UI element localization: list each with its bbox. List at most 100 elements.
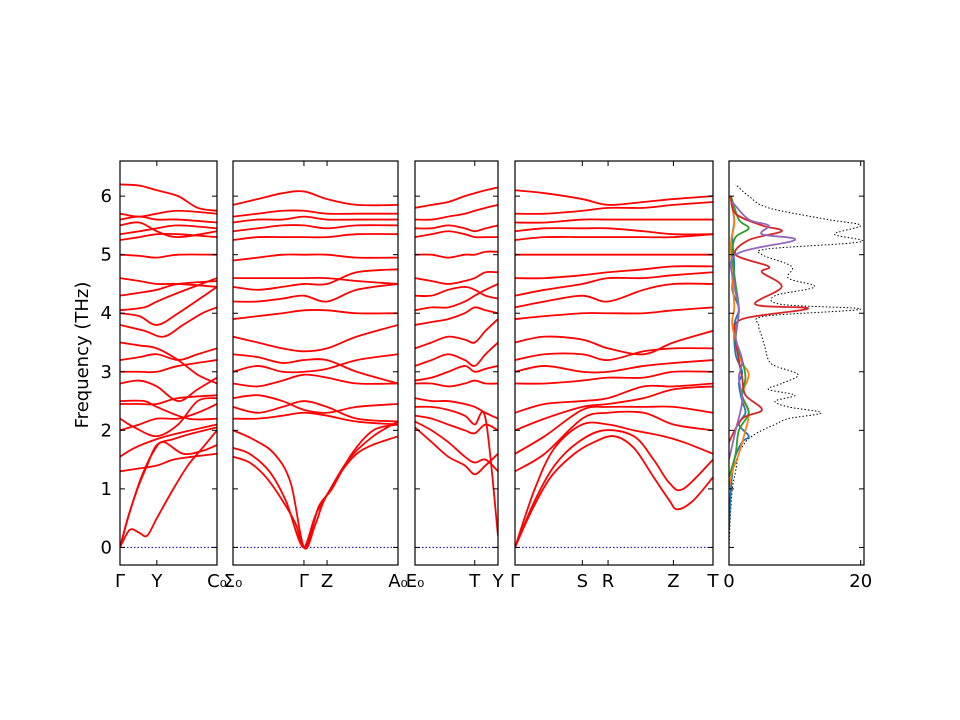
phonon-band-6: [415, 379, 498, 388]
phonon-band-1: [233, 420, 398, 549]
phonon-band-17: [415, 204, 498, 221]
phonon-band-19: [120, 253, 217, 259]
panel-frame: [232, 160, 399, 566]
phonon-band-13: [120, 341, 217, 385]
phonon-band-3: [415, 414, 498, 435]
band-curves: [415, 186, 498, 548]
phonon-band-12: [415, 285, 498, 300]
k-point-label: S: [577, 571, 588, 592]
phonon-band-19: [515, 218, 713, 224]
k-point-label: Z: [321, 571, 333, 592]
phonon-band-3: [233, 429, 398, 550]
band-panel-1: 0 1 2 3 4 5 6 Γ Y C₀: [101, 160, 227, 592]
phonon-band-7: [233, 373, 398, 388]
phonon-band-7: [120, 397, 217, 438]
y-tick-label: 3: [101, 362, 112, 383]
projected-dos-line-2: [729, 195, 750, 490]
phonon-band-15: [233, 253, 398, 262]
phonon-band-3: [515, 421, 713, 548]
dos-frame: [728, 160, 865, 566]
phonon-band-6: [233, 394, 398, 414]
phonon-band-10: [415, 306, 498, 326]
phonon-band-14: [233, 276, 398, 285]
y-tick-label: 1: [101, 479, 112, 500]
phonon-band-12: [233, 283, 398, 303]
phonon-band-5: [515, 405, 713, 455]
band-curves: [233, 190, 398, 550]
phonon-band-18: [233, 215, 398, 224]
phonon-band-14: [515, 271, 713, 297]
phonon-band-24: [120, 209, 217, 218]
dos-curves: [729, 184, 864, 548]
phonon-band-20: [515, 201, 713, 215]
y-tick-label: 6: [101, 186, 112, 207]
k-point-label: C₀: [207, 571, 227, 592]
k-point-label: Γ: [299, 571, 309, 592]
phonon-band-2: [515, 429, 713, 548]
panel-frame: [119, 160, 218, 566]
k-point-label: Y: [492, 571, 505, 592]
phonon-band-20: [120, 232, 217, 241]
phonon-band-2: [233, 423, 398, 549]
k-point-label: R: [602, 571, 615, 592]
phonon-band-16: [415, 224, 498, 233]
y-tick-label: 4: [101, 303, 112, 324]
phonon-band-19: [233, 209, 398, 218]
phonon-band-14: [415, 250, 498, 259]
phonon-band-17: [233, 224, 398, 233]
phonon-band-3: [120, 441, 217, 548]
panel-frame: [414, 160, 499, 566]
phonon-band-11: [515, 329, 713, 356]
band-curves: [120, 183, 217, 548]
phonon-band-21: [515, 189, 713, 206]
phonon-band-12: [515, 306, 713, 320]
k-point-label: Z: [667, 571, 679, 592]
phonon-band-2: [415, 420, 498, 472]
dos-x-tick-label: 20: [849, 571, 872, 592]
dos-x-tick-label: 0: [723, 571, 734, 592]
dos-panel: 0 20: [723, 160, 872, 592]
phonon-band-13: [415, 270, 498, 285]
phonon-band-21: [120, 224, 217, 236]
phonon-band-6: [120, 403, 217, 432]
phonon-band-23: [120, 215, 217, 224]
phonon-band-10: [515, 347, 713, 361]
phonon-band-4: [120, 452, 217, 473]
phonon-band-8: [515, 370, 713, 385]
phonon-band-9: [120, 399, 217, 421]
y-tick-label: 0: [101, 537, 112, 558]
phonon-band-8: [233, 353, 398, 374]
phonon-band-15: [515, 265, 713, 280]
phonon-band-6: [515, 385, 713, 432]
phonon-band-11: [233, 309, 398, 320]
k-point-label: Y: [150, 571, 163, 592]
k-point-label: E₀: [406, 571, 425, 592]
panel-frame: [514, 160, 714, 566]
phonon-band-7: [415, 365, 498, 382]
phonon-band-12: [120, 347, 217, 361]
k-point-label: Γ: [510, 571, 520, 592]
phonon-band-9: [233, 353, 398, 385]
phonon-band-16: [233, 233, 398, 241]
phonon-band-25: [120, 183, 217, 212]
phonon-band-9: [515, 359, 713, 374]
phonon-band-14: [120, 306, 217, 338]
phonon-band-22: [120, 221, 217, 239]
phonon-band-13: [233, 268, 398, 291]
phonon-band-5: [120, 423, 217, 458]
k-point-label: Σ₀: [224, 571, 243, 592]
projected-dos-line-4: [729, 195, 809, 443]
phonon-band-15: [120, 286, 217, 326]
phonon-band-10: [233, 324, 398, 353]
band-panel-3: E₀ T Y: [406, 160, 505, 592]
phonon-band-7: [515, 382, 713, 414]
total-dos-line: [729, 184, 864, 548]
k-point-label: A₀: [388, 571, 408, 592]
k-point-label: T: [468, 571, 481, 592]
y-tick-label: 2: [101, 420, 112, 441]
phonon-band-5: [233, 400, 398, 423]
phonon-band-4: [515, 410, 713, 473]
